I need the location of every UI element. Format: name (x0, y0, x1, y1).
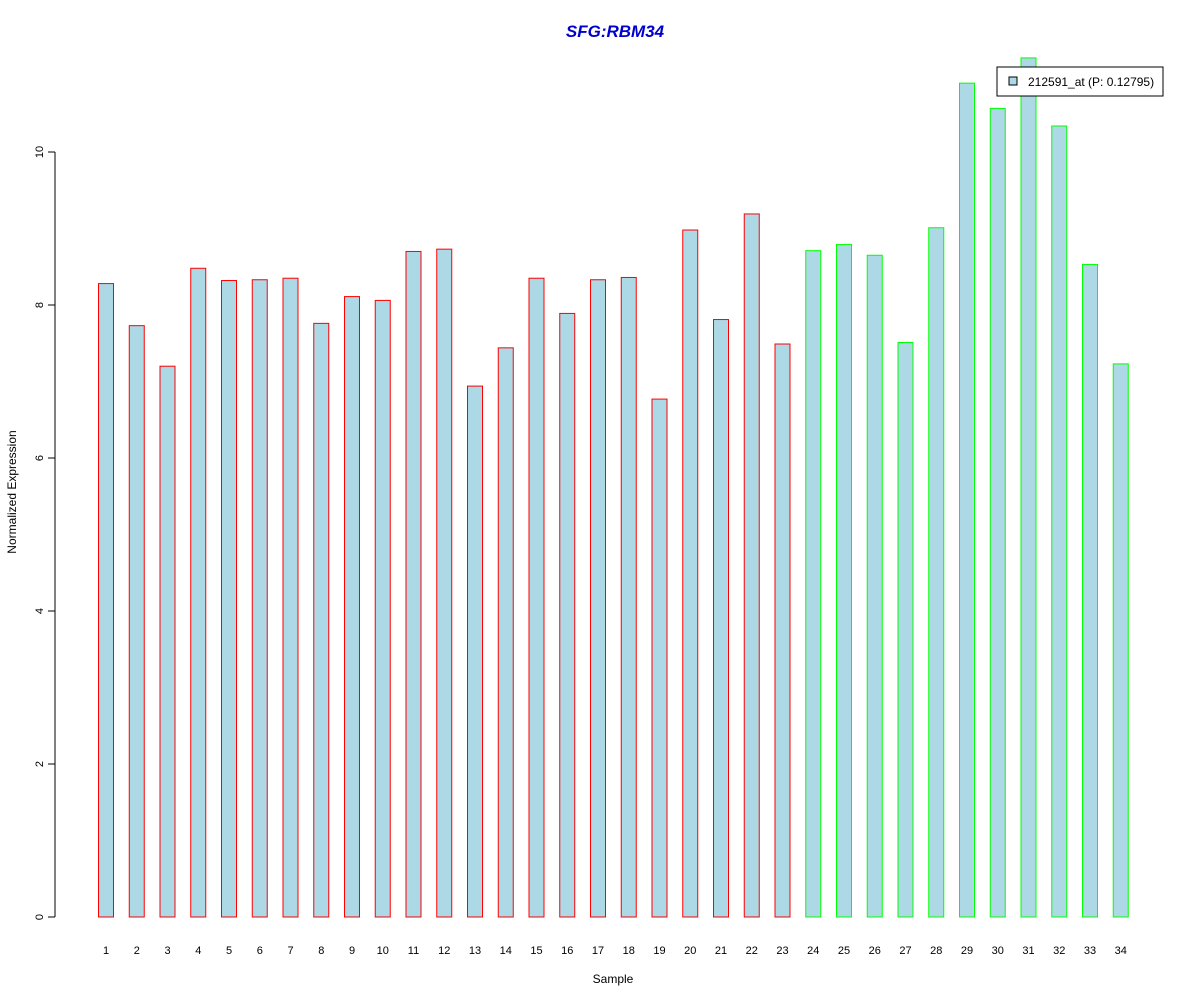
x-tick-label: 24 (807, 945, 819, 957)
bar (1082, 263, 1098, 918)
bar (989, 107, 1006, 918)
y-tick-label: 8 (34, 302, 46, 308)
x-tick-label: 13 (469, 945, 481, 957)
bar (866, 254, 883, 918)
x-tick-label: 9 (349, 945, 355, 957)
x-tick-label: 27 (899, 945, 911, 957)
x-tick-label: 5 (226, 945, 232, 957)
x-tick-label: 4 (195, 945, 201, 957)
x-tick-label: 28 (930, 945, 942, 957)
bar (1020, 57, 1037, 918)
x-tick-label: 14 (500, 945, 512, 957)
bar (682, 229, 699, 918)
x-tick-label: 17 (592, 945, 604, 957)
x-tick-label: 23 (776, 945, 788, 957)
x-tick-label: 18 (623, 945, 635, 957)
bar (805, 250, 822, 918)
x-tick-label: 2 (134, 945, 140, 957)
bar (959, 82, 975, 918)
x-axis-tick-labels: 1 2 3 4 5 6 7 8 9 10 11 12 13 14 15 16 17 18 19 20 21 22 23 24 2… (103, 945, 1127, 957)
y-tick-label: 4 (34, 608, 46, 614)
bar (98, 283, 114, 918)
x-tick-label: 3 (164, 945, 170, 957)
bar (928, 227, 945, 918)
bar (221, 280, 237, 918)
y-axis: 0 2 4 6 8 10 (34, 146, 56, 920)
bar (374, 299, 391, 918)
bar (128, 325, 145, 918)
x-tick-label: 7 (287, 945, 293, 957)
legend-swatch (1008, 76, 1018, 86)
bar (774, 343, 791, 918)
legend: 212591_at (P: 0.12795) (996, 66, 1164, 97)
x-axis-label: Sample (593, 972, 634, 986)
bar (620, 276, 637, 918)
x-tick-label: 30 (992, 945, 1004, 957)
bar (190, 267, 207, 918)
bar (344, 296, 360, 918)
bar (1051, 125, 1068, 918)
bar (713, 319, 729, 918)
x-tick-label: 8 (318, 945, 324, 957)
x-tick-label: 25 (838, 945, 850, 957)
x-tick-label: 21 (715, 945, 727, 957)
bar (743, 213, 760, 918)
x-tick-label: 15 (530, 945, 542, 957)
x-tick-label: 33 (1084, 945, 1096, 957)
x-tick-label: 10 (377, 945, 389, 957)
x-tick-label: 11 (408, 945, 419, 957)
y-tick-label: 6 (34, 455, 46, 461)
y-axis-label: Normalized Expression (5, 430, 19, 553)
x-tick-label: 12 (438, 945, 450, 957)
bar (282, 277, 299, 918)
bar (436, 248, 453, 918)
bar (651, 398, 668, 918)
x-tick-label: 34 (1115, 945, 1127, 957)
bar (251, 279, 268, 918)
bar (528, 277, 545, 918)
bar (159, 365, 176, 918)
x-tick-label: 6 (257, 945, 263, 957)
x-tick-label: 19 (653, 945, 665, 957)
x-tick-label: 16 (561, 945, 573, 957)
bar (405, 250, 422, 918)
bar (590, 279, 606, 918)
bar (836, 244, 852, 918)
bar (467, 385, 483, 918)
x-tick-label: 32 (1053, 945, 1065, 957)
legend-box (996, 66, 1164, 97)
x-tick-label: 1 (103, 945, 109, 957)
bar (497, 347, 514, 918)
x-tick-label: 22 (746, 945, 758, 957)
x-tick-label: 31 (1022, 945, 1034, 957)
y-tick-label: 10 (34, 146, 46, 158)
bar (313, 322, 330, 918)
bar (559, 312, 576, 918)
y-tick-label: 0 (34, 914, 46, 920)
x-tick-label: 26 (869, 945, 881, 957)
y-tick-label: 2 (34, 761, 46, 767)
chart-title: SFG:RBM34 (566, 22, 665, 41)
bar (897, 341, 914, 918)
x-tick-label: 29 (961, 945, 973, 957)
legend-label: 212591_at (P: 0.12795) (1028, 75, 1154, 89)
bars (98, 57, 1129, 918)
x-tick-label: 20 (684, 945, 696, 957)
bar (1112, 363, 1129, 918)
